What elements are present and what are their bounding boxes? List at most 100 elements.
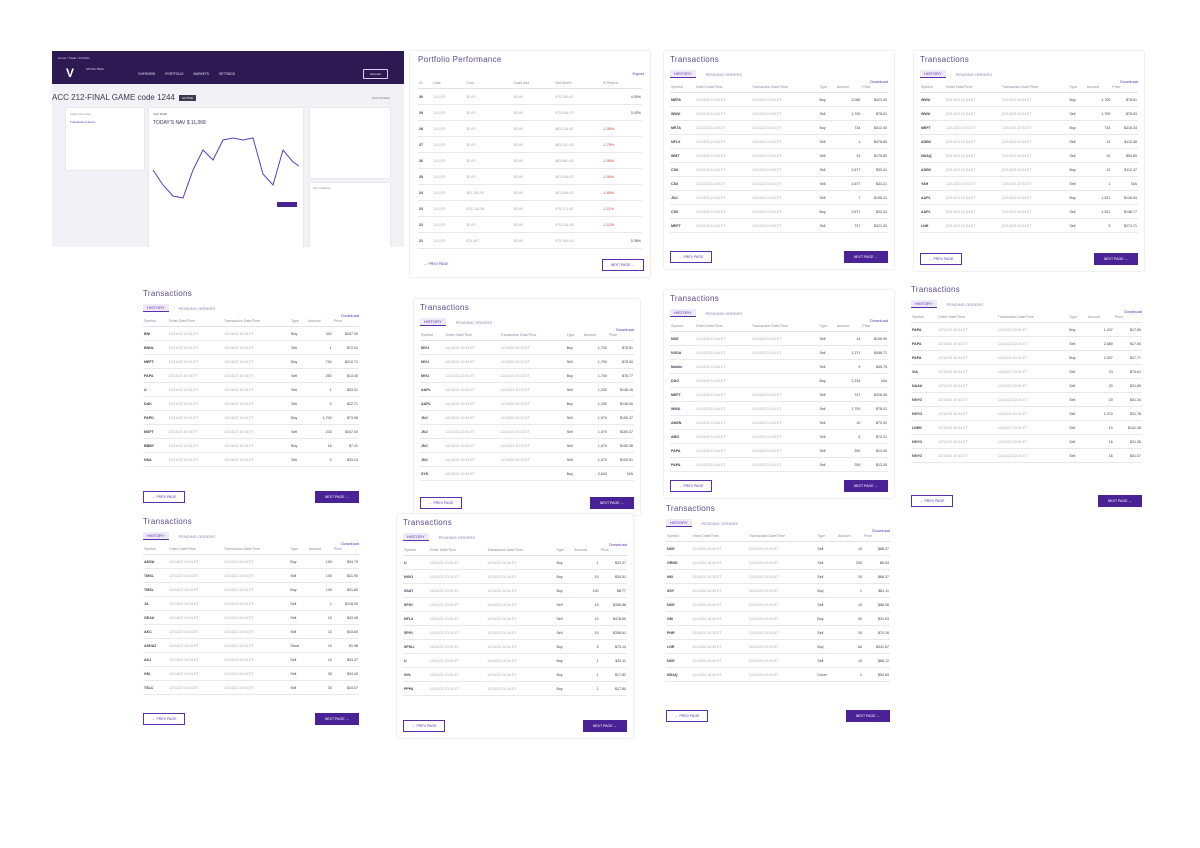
prev-page-button[interactable]: ← PREV PAGE bbox=[420, 497, 463, 509]
next-page-button[interactable]: NEXT PAGE → bbox=[582, 720, 627, 732]
table-cell: 1,700 bbox=[582, 340, 608, 355]
table-cell: 12/14/23 10:34 ET bbox=[223, 424, 291, 439]
chart-button[interactable] bbox=[277, 202, 297, 207]
tab-history[interactable]: HISTORY bbox=[420, 318, 446, 326]
tab-pending-orders[interactable]: PENDING ORDERS bbox=[955, 71, 993, 77]
download-link[interactable]: Download bbox=[341, 313, 359, 318]
prev-page-button[interactable]: ← PREV PAGE bbox=[403, 720, 446, 732]
table-cell: Buy bbox=[816, 611, 838, 626]
tab-pending-orders[interactable]: PENDING ORDERS bbox=[705, 71, 743, 77]
table-cell: N/A bbox=[861, 373, 888, 388]
table-cell: $17.80 bbox=[1113, 322, 1142, 337]
table-cell: 12/1/23 bbox=[432, 168, 466, 185]
download-link[interactable]: Download bbox=[609, 542, 627, 547]
tab-history[interactable]: HISTORY bbox=[911, 300, 937, 308]
download-link[interactable]: Download bbox=[616, 327, 634, 332]
prev-page-button[interactable]: ← PREV PAGE bbox=[670, 251, 713, 263]
table-cell: Buy bbox=[816, 639, 838, 654]
tab-history[interactable]: HISTORY bbox=[920, 70, 946, 78]
table-row: NSYO 12/14/23 10:34 ET 12/14/23 10:34 ET Se… bbox=[911, 406, 1142, 421]
table-cell: Buy bbox=[565, 396, 583, 411]
next-page-button[interactable]: NEXT PAGE → bbox=[601, 259, 644, 271]
table-row: MEFA 12/14/23 10:34 ET 12/14/23 10:34 ET Bu… bbox=[670, 92, 888, 107]
table-cell: 3,066 bbox=[835, 92, 862, 107]
next-page-button[interactable]: NEXT PAGE → bbox=[314, 713, 359, 725]
download-link[interactable]: Download bbox=[870, 79, 888, 84]
portfolio-performance-panel: Portfolio Performance Export ID Date Cos… bbox=[410, 51, 650, 277]
download-link[interactable]: Download bbox=[1120, 79, 1138, 84]
table-cell: 12/14/23 10:34 ET bbox=[486, 569, 556, 584]
download-link[interactable]: Download bbox=[341, 541, 359, 546]
account-button[interactable]: Account bbox=[363, 69, 388, 79]
tab-pending-orders[interactable]: PENDING ORDERS bbox=[178, 533, 216, 539]
tab-history[interactable]: HISTORY bbox=[143, 304, 169, 312]
table-row: 30 12/1/23 $0.00 $0.00 $76,356.82 4.05% bbox=[418, 88, 642, 105]
tab-pending-orders[interactable]: PENDING ORDERS bbox=[178, 305, 216, 311]
download-link[interactable]: Download bbox=[872, 528, 890, 533]
next-page-button[interactable]: NEXT PAGE → bbox=[843, 251, 888, 263]
table-row: MEFT 12/14/23 10:34 ET 12/14/23 10:34 ET Bu… bbox=[143, 354, 359, 369]
tab-pending-orders[interactable]: PENDING ORDERS bbox=[438, 534, 476, 540]
transaction-history-link[interactable]: Transaction History bbox=[70, 120, 96, 124]
prev-page-button[interactable]: ← PREV PAGE bbox=[911, 495, 954, 507]
tab-pending-orders[interactable]: PENDING ORDERS bbox=[946, 301, 984, 307]
nav-portfolio[interactable]: PORTFOLIO bbox=[165, 72, 184, 76]
prev-page-button[interactable]: ← PREV PAGE bbox=[143, 713, 186, 725]
col-amount: Amount bbox=[1086, 312, 1114, 323]
transactions-table: Symbol Order Date/Time Transaction Date/Ti… bbox=[920, 82, 1138, 233]
table-cell: 1,070 bbox=[582, 452, 608, 467]
table-cell: 12/14/23 10:34 ET bbox=[750, 345, 819, 360]
table-cell: Buy bbox=[818, 204, 836, 219]
tab-history[interactable]: HISTORY bbox=[143, 532, 169, 540]
export-link[interactable]: Export bbox=[632, 71, 644, 76]
next-page-button[interactable]: NEXT PAGE → bbox=[845, 710, 890, 722]
table-cell: Buy bbox=[555, 583, 574, 598]
table-cell: 10 bbox=[1085, 148, 1112, 163]
table-cell: 4.05% bbox=[601, 88, 642, 105]
tab-history[interactable]: HISTORY bbox=[403, 533, 429, 541]
table-cell: 12/14/23 10:34 ET bbox=[223, 368, 291, 383]
table-cell: $0.00 bbox=[512, 168, 555, 185]
table-cell: AMVA bbox=[143, 554, 169, 569]
table-cell: Sell bbox=[818, 190, 836, 205]
table-cell: 10 bbox=[573, 611, 600, 626]
prev-page-button[interactable]: ← PREV PAGE bbox=[920, 253, 963, 265]
next-page-button[interactable]: NEXT PAGE → bbox=[843, 480, 888, 492]
table-cell: 10 bbox=[307, 652, 333, 667]
next-page-button[interactable]: NEXT PAGE → bbox=[589, 497, 634, 509]
download-link[interactable]: Download bbox=[870, 318, 888, 323]
logo-icon[interactable]: V bbox=[66, 66, 75, 80]
top-holdings-card: Top Holdings bbox=[310, 183, 390, 247]
table-cell: $33.41 bbox=[861, 162, 888, 177]
prev-page-button[interactable]: ← PREV PAGE bbox=[143, 491, 186, 503]
prev-page-button[interactable]: ← PREV PAGE bbox=[670, 480, 713, 492]
nav-overview[interactable]: OVERVIEW bbox=[138, 72, 156, 76]
col-symbol: Symbol bbox=[143, 316, 168, 327]
table-cell: $146.77 bbox=[1111, 204, 1138, 219]
table-cell: 12/14/23 10:34 ET bbox=[444, 354, 500, 369]
tab-history[interactable]: HISTORY bbox=[666, 519, 692, 527]
next-page-button[interactable]: NEXT PAGE → bbox=[1097, 495, 1142, 507]
tab-history[interactable]: HISTORY bbox=[670, 70, 696, 78]
prev-page-button[interactable]: ← PREV PAGE bbox=[666, 710, 709, 722]
tab-pending-orders[interactable]: PENDING ORDERS bbox=[455, 319, 493, 325]
table-cell: $0.00 bbox=[512, 216, 555, 233]
nav-settings[interactable]: SETTINGS bbox=[218, 72, 235, 76]
col-return: % Return bbox=[601, 78, 642, 89]
nav-markets[interactable]: MARKETS bbox=[193, 72, 209, 76]
prev-page-button[interactable]: ← PREV PAGE bbox=[416, 259, 457, 269]
tab-history[interactable]: HISTORY bbox=[670, 309, 696, 317]
view-portfolio-link[interactable]: View Portfolio bbox=[371, 96, 390, 100]
table-cell: 12/14/23 10:34 ET bbox=[944, 190, 1001, 205]
profit-line-chart bbox=[152, 137, 300, 207]
tab-pending-orders[interactable]: PENDING ORDERS bbox=[701, 520, 739, 526]
panel-title: Transactions bbox=[143, 289, 193, 298]
table-cell: $1.98 bbox=[332, 638, 359, 653]
table-cell: GEAU bbox=[143, 610, 169, 625]
download-link[interactable]: Download bbox=[1124, 309, 1142, 314]
next-page-button[interactable]: NEXT PAGE → bbox=[1093, 253, 1138, 265]
next-page-button[interactable]: NEXT PAGE → bbox=[314, 491, 359, 503]
tab-pending-orders[interactable]: PENDING ORDERS bbox=[705, 310, 743, 316]
table-cell: TMSL bbox=[143, 568, 169, 583]
table-cell: 12/14/23 10:34 ET bbox=[750, 120, 819, 135]
